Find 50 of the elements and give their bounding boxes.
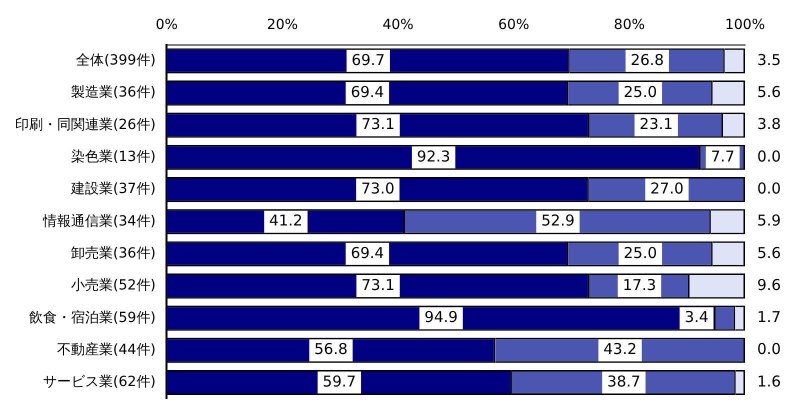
data-label: 26.8 [630,50,664,69]
data-label: 59.7 [322,372,356,390]
data-label: 27.0 [650,179,684,198]
data-label: 94.9 [424,308,458,326]
data-label: 3.4 [684,308,709,326]
data-label: 25.0 [624,244,658,262]
data-label: 0.0 [757,147,781,166]
y-tick-label: 不動産業(44件) [56,342,156,358]
data-label: 3.5 [757,50,781,69]
y-tick-label: 飲食・宿泊業(59件) [28,310,156,326]
data-label: 25.0 [624,82,658,101]
data-label: 5.9 [757,212,781,230]
data-label: 5.6 [757,82,781,101]
data-label: 7.7 [710,147,735,166]
y-tick-label: 全体(399件) [76,52,156,69]
data-label: 9.6 [757,276,781,294]
data-label: 0.0 [757,179,781,198]
data-label: 92.3 [416,147,450,166]
x-tick-label: 20% [266,17,298,34]
data-label: 41.2 [269,212,303,230]
y-tick-label: 染色業(13件) [70,149,156,166]
y-tick-label: 小売業(52件) [70,278,156,294]
x-tick-label: 0% [156,17,178,34]
data-label: 1.7 [757,308,781,326]
data-label: 69.4 [350,82,384,101]
data-label: 5.6 [757,244,781,262]
data-label: 3.8 [757,115,781,134]
x-tick-label: 80% [614,17,645,34]
data-label: 73.1 [361,276,395,294]
data-label: 69.7 [352,50,385,69]
data-label: 23.1 [640,115,673,134]
data-label: 38.7 [607,372,641,390]
y-tick-label: 印刷・同関連業(26件) [14,116,156,133]
x-tick-label: 40% [382,17,414,34]
data-label: 52.9 [541,212,575,230]
data-label: 0.0 [757,340,781,358]
data-label: 43.2 [603,340,637,358]
data-label: 69.4 [350,244,384,262]
y-tick-label: 建設業(37件) [70,181,156,198]
data-label: 17.3 [622,276,656,294]
y-tick-label: 製造業(36件) [70,84,156,101]
x-tick-label: 100% [724,17,766,34]
data-label: 56.8 [314,340,348,358]
data-label: 73.0 [361,179,395,198]
y-tick-label: サービス業(62件) [42,374,156,390]
y-tick-label: 卸売業(36件) [70,246,156,262]
x-tick-label: 60% [498,17,530,34]
y-tick-label: 情報通信業(34件) [42,213,156,230]
data-label: 1.6 [757,372,781,390]
data-label: 73.1 [361,115,395,134]
